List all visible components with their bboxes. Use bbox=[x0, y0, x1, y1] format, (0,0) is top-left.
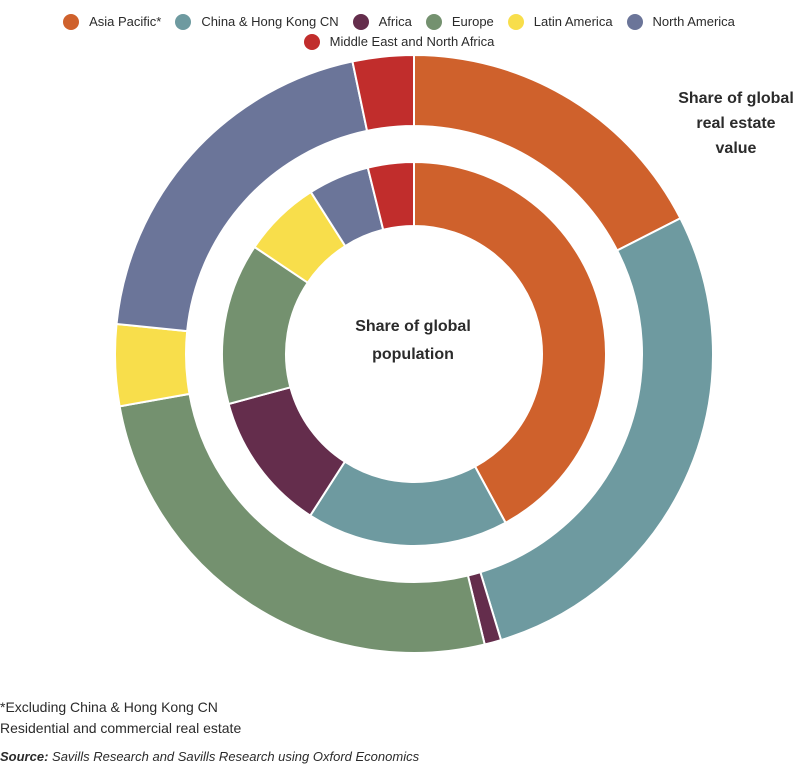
legend-swatch-asia-pacific bbox=[63, 14, 80, 30]
legend-swatch-china-hong-kong bbox=[175, 14, 192, 30]
outer-slice-latin-america bbox=[114, 322, 191, 408]
legend-swatch-north-america bbox=[626, 14, 643, 30]
inner-slice-china-hong-kong bbox=[308, 460, 507, 547]
legend-swatch-africa bbox=[352, 14, 369, 30]
legend-label-north-america: North America bbox=[652, 14, 735, 29]
legend-item-china-hong-kong: China & Hong Kong CN bbox=[175, 12, 339, 32]
legend-item-latin-america: Latin America bbox=[507, 12, 613, 32]
legend: Asia Pacific* China & Hong Kong CN Afric… bbox=[0, 12, 798, 52]
footnote-excluding: *Excluding China & Hong Kong CN bbox=[0, 699, 218, 715]
legend-swatch-europe bbox=[425, 14, 442, 30]
inner-slice-asia-pacific bbox=[413, 160, 607, 525]
outer-ring-title: Share of global real estate value bbox=[678, 90, 794, 157]
footnotes: *Excluding China & Hong Kong CN Resident… bbox=[0, 697, 241, 739]
footnote-real-estate: Residential and commercial real estate bbox=[0, 720, 242, 736]
legend-item-mena: Middle East and North Africa bbox=[303, 32, 495, 52]
legend-label-latin-america: Latin America bbox=[533, 14, 613, 29]
legend-item-europe: Europe bbox=[425, 12, 494, 32]
legend-item-asia-pacific: Asia Pacific* bbox=[63, 12, 161, 32]
legend-row-1: Asia Pacific* China & Hong Kong CN Afric… bbox=[0, 12, 798, 32]
source-label: Source: bbox=[0, 749, 49, 764]
legend-swatch-mena bbox=[303, 34, 320, 50]
legend-item-africa: Africa bbox=[352, 12, 412, 32]
legend-label-europe: Europe bbox=[451, 14, 494, 29]
inner-slice-mena bbox=[366, 160, 415, 231]
source-line: Source: Savills Research and Savills Res… bbox=[0, 749, 419, 764]
legend-label-mena: Middle East and North Africa bbox=[329, 34, 495, 49]
legend-label-africa: Africa bbox=[378, 14, 412, 29]
outer-slice-china-hong-kong bbox=[479, 216, 714, 642]
legend-label-asia-pacific: Asia Pacific* bbox=[89, 14, 162, 29]
legend-label-china-hong-kong: China & Hong Kong CN bbox=[201, 14, 339, 29]
source-text: Savills Research and Savills Research us… bbox=[52, 749, 420, 764]
outer-ring bbox=[114, 53, 714, 654]
legend-swatch-latin-america bbox=[507, 14, 524, 30]
inner-ring bbox=[221, 160, 607, 547]
inner-ring-title: Share of global population bbox=[355, 318, 471, 363]
legend-item-north-america: North America bbox=[626, 12, 735, 32]
outer-slice-mena bbox=[351, 53, 415, 133]
legend-row-2: Middle East and North Africa bbox=[0, 32, 798, 52]
